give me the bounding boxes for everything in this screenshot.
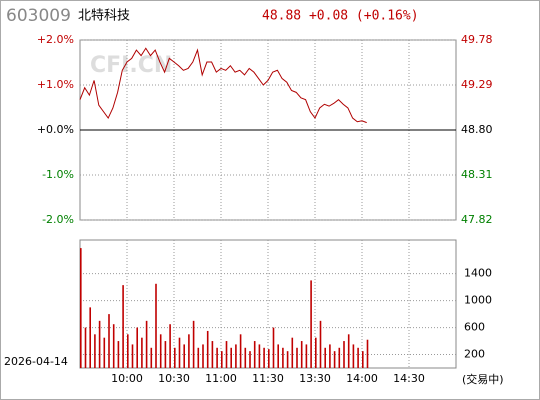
volume-bar bbox=[300, 341, 303, 368]
volume-bar bbox=[136, 327, 138, 368]
x-tick-label: 11:00 bbox=[205, 372, 237, 385]
status: (交易中) bbox=[462, 372, 504, 386]
volume-bar bbox=[94, 334, 96, 368]
volume-bar bbox=[235, 344, 237, 368]
volume-bar bbox=[277, 344, 279, 368]
stock-name: 北特科技 bbox=[78, 9, 130, 24]
volume-bar bbox=[112, 324, 115, 368]
x-tick-label: 14:30 bbox=[393, 372, 425, 385]
volume-bar bbox=[291, 337, 294, 368]
volume-bar bbox=[188, 334, 190, 368]
volume-bar bbox=[206, 330, 209, 368]
y-tick-label: 48.80 bbox=[461, 123, 493, 136]
volume-bar bbox=[159, 334, 162, 368]
volume-bar bbox=[319, 320, 322, 368]
volume-bar bbox=[249, 351, 251, 368]
volume-bar bbox=[239, 334, 242, 368]
volume-bar bbox=[192, 320, 195, 368]
volume-bar bbox=[225, 341, 228, 368]
y2-tick-label: +1.0% bbox=[37, 78, 74, 91]
y2-tick-label: -2.0% bbox=[42, 213, 74, 226]
x-tick-label: 11:30 bbox=[252, 372, 284, 385]
volume-bar bbox=[155, 283, 157, 368]
volume-bar bbox=[131, 344, 134, 368]
volume-bar bbox=[329, 344, 331, 368]
quote: 48.88 +0.08 (+0.16%) bbox=[262, 9, 419, 24]
volume-bar bbox=[178, 337, 181, 368]
volume-bar bbox=[202, 344, 204, 368]
volume-bar bbox=[244, 347, 247, 368]
volume-bar bbox=[84, 327, 87, 368]
volume-bar bbox=[352, 344, 355, 368]
volume-bar bbox=[282, 347, 284, 368]
volume-bar bbox=[169, 324, 171, 368]
volume-bar bbox=[197, 347, 200, 368]
volume-bar bbox=[310, 280, 312, 368]
volume-bar bbox=[117, 341, 120, 368]
volume-bar bbox=[258, 344, 261, 368]
x-tick-label: 10:00 bbox=[111, 372, 143, 385]
volume-bar bbox=[263, 347, 265, 368]
y2-tick-label: -1.0% bbox=[42, 168, 74, 181]
x-tick-label: 10:30 bbox=[158, 372, 190, 385]
volume-bar bbox=[89, 307, 91, 368]
volume-bar bbox=[286, 351, 289, 368]
volume-bar bbox=[141, 337, 143, 368]
watermark: CFI.CN bbox=[90, 53, 172, 78]
date: 2026-04-14 bbox=[4, 355, 68, 368]
volume-bar bbox=[211, 341, 214, 368]
price-line bbox=[79, 47, 367, 124]
y2-tick-label: +0.0% bbox=[37, 123, 74, 136]
x-tick-label: 13:30 bbox=[299, 372, 331, 385]
volume-bar bbox=[253, 341, 256, 368]
volume-bar bbox=[145, 320, 148, 368]
volume-bar bbox=[103, 337, 106, 368]
x-tick-label: 14:00 bbox=[346, 372, 378, 385]
stock-code: 603009 bbox=[6, 6, 71, 26]
y-tick-label: 600 bbox=[464, 321, 485, 334]
volume-bar bbox=[305, 344, 308, 368]
y-tick-label: 1400 bbox=[464, 267, 492, 280]
volume-bar bbox=[315, 337, 317, 368]
y-tick-label: 47.82 bbox=[461, 213, 493, 226]
volume-bar bbox=[338, 347, 341, 368]
y-tick-label: 49.29 bbox=[461, 78, 493, 91]
volume-bar bbox=[362, 351, 364, 368]
volume-bar bbox=[127, 334, 129, 368]
volume-bar bbox=[174, 347, 176, 368]
volume-bar bbox=[272, 327, 275, 368]
y-tick-label: 48.31 bbox=[461, 168, 493, 181]
volume-bar bbox=[333, 351, 336, 368]
volume-bar bbox=[122, 285, 124, 368]
volume-bar bbox=[324, 347, 326, 368]
volume-bar bbox=[347, 334, 350, 368]
volume-bar bbox=[343, 341, 345, 368]
volume-bar bbox=[150, 347, 153, 368]
volume-bar bbox=[366, 339, 369, 368]
volume-bar bbox=[296, 347, 298, 368]
volume-bar bbox=[80, 248, 82, 368]
y-tick-label: 200 bbox=[464, 348, 485, 361]
volume-bar bbox=[108, 314, 110, 368]
y-tick-label: 1000 bbox=[464, 294, 492, 307]
y2-tick-label: +2.0% bbox=[37, 33, 74, 46]
volume-bar bbox=[357, 347, 359, 368]
y-tick-label: 49.78 bbox=[461, 33, 493, 46]
volume-bar bbox=[221, 351, 223, 368]
volume-bar bbox=[230, 347, 232, 368]
volume-bar bbox=[268, 349, 270, 368]
volume-bar bbox=[183, 344, 185, 368]
volume-bar bbox=[216, 347, 218, 368]
volume-bar bbox=[98, 320, 101, 368]
volume-bar bbox=[164, 341, 167, 368]
